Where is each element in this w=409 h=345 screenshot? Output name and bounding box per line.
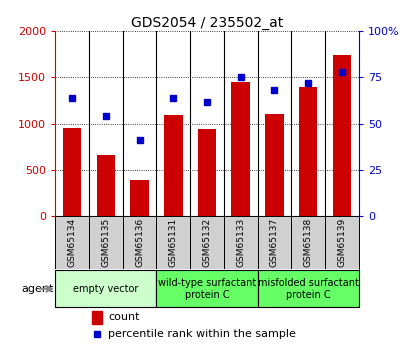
Bar [92,311,102,324]
Text: GSM65132: GSM65132 [202,218,211,267]
Bar [231,82,249,216]
Bar [63,128,81,216]
Bar [257,270,358,307]
Text: percentile rank within the sample: percentile rank within the sample [108,329,296,339]
Bar [97,155,115,216]
Bar [55,216,89,269]
Bar [130,180,148,216]
Bar [156,216,190,269]
Text: misfolded surfactant
protein C: misfolded surfactant protein C [257,278,358,300]
Bar [89,216,122,269]
Bar [156,270,257,307]
Bar [197,129,216,216]
Text: GSM65139: GSM65139 [337,218,346,267]
Text: GSM65135: GSM65135 [101,218,110,267]
Bar [265,115,283,216]
Text: GSM65136: GSM65136 [135,218,144,267]
Text: agent: agent [21,284,54,294]
Bar [190,216,223,269]
Bar [291,216,324,269]
Bar [332,55,350,216]
Bar [298,87,317,216]
Bar [324,216,358,269]
Title: GDS2054 / 235502_at: GDS2054 / 235502_at [130,16,283,30]
Text: GSM65138: GSM65138 [303,218,312,267]
Text: count: count [108,312,139,322]
Bar [164,116,182,216]
Text: GSM65134: GSM65134 [67,218,76,267]
Text: wild-type surfactant
protein C: wild-type surfactant protein C [157,278,256,300]
Text: GSM65133: GSM65133 [236,218,245,267]
Bar [223,216,257,269]
Bar [257,216,291,269]
Bar [122,216,156,269]
Text: empty vector: empty vector [73,284,138,294]
Bar [55,270,156,307]
Text: GSM65137: GSM65137 [269,218,278,267]
Text: GSM65131: GSM65131 [169,218,178,267]
